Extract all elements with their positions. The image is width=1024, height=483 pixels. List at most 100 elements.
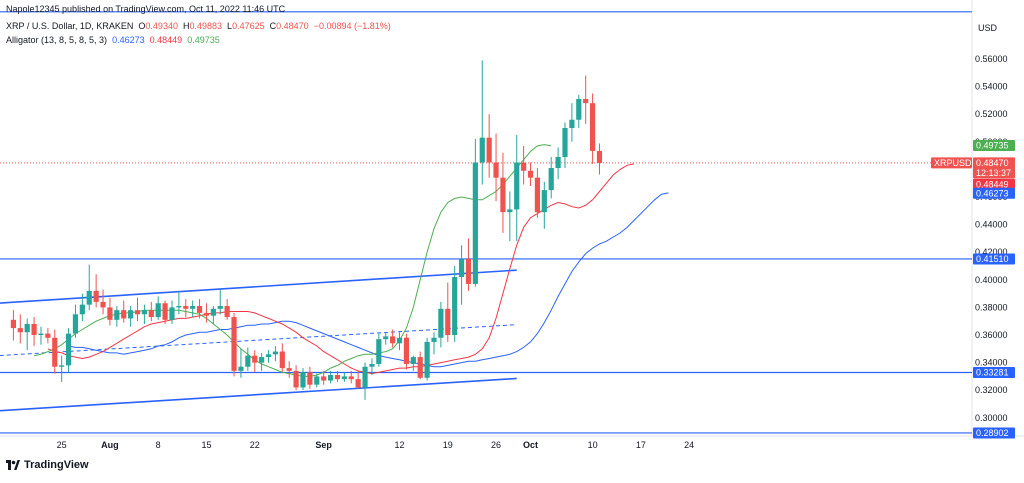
candle-body <box>31 323 37 335</box>
candle-body <box>500 177 506 213</box>
candle-body <box>259 357 265 363</box>
candle-body <box>245 355 251 367</box>
candle-body <box>52 337 58 367</box>
candle-body <box>65 333 72 366</box>
teeth-value: 0.48449 <box>149 35 183 45</box>
candle-body <box>403 337 410 364</box>
candle-body <box>521 162 527 171</box>
y-tick-label: 0.52000 <box>975 109 1008 119</box>
candle-body <box>217 306 223 309</box>
x-tick-label: Oct <box>523 440 538 450</box>
y-tick-label: 0.56000 <box>975 54 1008 64</box>
candle-body <box>265 354 272 358</box>
candle-body <box>38 333 44 335</box>
price-label-line: 0.28902 <box>976 428 1009 438</box>
high-label: H <box>182 21 190 31</box>
price-label-symbol: XRPUSD <box>934 158 972 168</box>
price-label-lips: 0.49735 <box>976 141 1009 151</box>
candle-body <box>107 307 113 320</box>
candle-body <box>231 317 237 371</box>
candle-body <box>79 304 85 315</box>
channel-trendline <box>0 269 517 304</box>
candle-body <box>452 277 458 335</box>
y-tick-label: 0.54000 <box>975 82 1008 92</box>
price-label-teeth: 0.48449 <box>976 179 1009 189</box>
candle-body <box>148 310 154 318</box>
candle-body <box>589 103 596 151</box>
y-tick-label: 0.36000 <box>975 330 1008 340</box>
candle-body <box>369 363 375 367</box>
indicator-line[interactable]: Alligator (13, 8, 5, 8, 5, 3) 0.46273 0.… <box>6 35 220 45</box>
y-tick-label: 0.40000 <box>975 275 1008 285</box>
price-label-box <box>973 427 1015 439</box>
x-tick-label: 10 <box>588 440 598 450</box>
candle-body <box>465 259 472 284</box>
candle-body <box>24 323 30 333</box>
open-label: O <box>138 21 146 31</box>
candle-body <box>479 137 485 163</box>
candle-body <box>314 376 320 385</box>
candle-body <box>348 376 354 380</box>
candle-body <box>114 310 120 320</box>
x-tick-label: 25 <box>57 440 67 450</box>
close-label: C <box>269 21 277 31</box>
candle-body <box>93 290 99 302</box>
x-tick-label: 17 <box>636 440 646 450</box>
candle-body <box>203 312 210 316</box>
candle-body <box>321 376 327 381</box>
candle-body <box>183 306 189 309</box>
y-tick-label: 0.44000 <box>975 220 1008 230</box>
candle-body <box>596 150 603 163</box>
price-label-box <box>973 187 1015 199</box>
candle-body <box>196 306 203 313</box>
candle-body <box>396 337 403 344</box>
price-label-box <box>973 178 1015 190</box>
close-value: 0.48470 <box>276 21 309 31</box>
candle-body <box>514 162 520 210</box>
candle-body <box>128 310 134 319</box>
candle-body <box>576 99 582 120</box>
price-label-jaw: 0.46273 <box>976 188 1009 198</box>
candle-body <box>279 351 285 369</box>
candle-body <box>210 308 216 316</box>
lips-value: 0.49735 <box>187 35 220 45</box>
candle-body <box>424 341 430 378</box>
price-label-countdown: 12:13:37 <box>976 168 1011 178</box>
candle-body <box>410 357 416 364</box>
price-label-last: 0.48470 <box>976 158 1009 168</box>
x-tick-label: 22 <box>250 440 260 450</box>
tradingview-logo[interactable]: TradingView <box>6 459 89 471</box>
candle-body <box>493 162 499 178</box>
price-label-box <box>931 157 972 169</box>
candle-body <box>10 319 16 329</box>
candle-body <box>190 306 196 309</box>
candle-body <box>169 307 175 320</box>
candle-body <box>224 306 230 318</box>
candle-body <box>334 375 341 380</box>
candle-body <box>300 372 306 388</box>
candle-body <box>383 336 389 340</box>
candle-body <box>341 376 347 380</box>
candle-body <box>307 372 313 385</box>
candle-body <box>252 355 258 363</box>
candle-body <box>390 336 396 344</box>
candle-body <box>100 301 106 308</box>
candle-body <box>162 303 168 320</box>
price-label-box <box>973 367 1015 379</box>
candle-body <box>472 162 478 284</box>
candle-body <box>458 259 465 278</box>
price-label-box <box>973 167 1015 179</box>
candle-body <box>431 337 437 342</box>
change-value: −0.00894 (−1.81%) <box>313 21 391 31</box>
candle-body <box>417 357 423 378</box>
candle-body <box>17 328 23 333</box>
price-label-line: 0.33281 <box>976 368 1009 378</box>
price-label-box <box>973 157 1015 169</box>
candle-body <box>562 128 568 157</box>
channel-midline <box>0 324 517 357</box>
y-tick-label: 0.34000 <box>975 358 1008 368</box>
y-tick-label: 0.30000 <box>975 413 1008 423</box>
x-tick-label: Aug <box>101 440 119 450</box>
